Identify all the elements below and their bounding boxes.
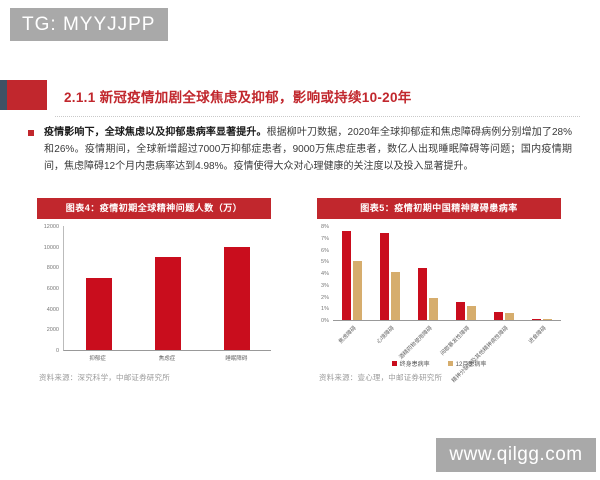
y-tick-label: 4000 bbox=[46, 306, 59, 313]
figure-5-title: 图表5：疫情初期中国精神障碍患病率 bbox=[317, 198, 561, 219]
y-tick-label: 5% bbox=[321, 259, 329, 266]
figure-4-source: 资料来源：深究科学，中邮证券研究所 bbox=[39, 373, 170, 382]
title-divider bbox=[55, 116, 580, 117]
bar-抑郁症 bbox=[85, 277, 112, 350]
figure-4-title: 图表4：疫情初期全球精神问题人数（万） bbox=[37, 198, 271, 219]
figure-4-x-axis-labels: 抑郁症 焦虑症 睡眠障碍 bbox=[63, 351, 271, 362]
figure-4-plot-area bbox=[63, 226, 271, 351]
x-axis-label: 精神分裂症及其他精神病性障碍 bbox=[450, 325, 510, 385]
y-tick-label: 10000 bbox=[43, 244, 59, 251]
legend-swatch-icon bbox=[391, 361, 397, 366]
y-tick-label: 2000 bbox=[46, 327, 59, 334]
y-tick-label: 7% bbox=[321, 235, 329, 242]
figure-5-x-axis-labels: 焦虑障碍 心境障碍 酒精药物使用障碍 间歇暴发性障碍 精神分裂症及其他精神病性障碍 进食障… bbox=[333, 321, 561, 385]
x-axis-label: 焦虑障碍 bbox=[337, 325, 358, 346]
top-watermark: TG: MYYJJPP bbox=[10, 8, 168, 41]
bar-group bbox=[380, 226, 400, 320]
figure-5-legend: 终身患病率 12月患病率 bbox=[317, 359, 561, 368]
x-axis-label: 进食障碍 bbox=[527, 325, 548, 346]
y-tick-label: 6% bbox=[321, 247, 329, 254]
y-tick-label: 3% bbox=[321, 282, 329, 289]
figure-4-y-axis: 0 2000 4000 6000 8000 10000 12000 bbox=[37, 224, 63, 354]
bar-终身患病率 bbox=[418, 268, 427, 320]
y-tick-label: 8% bbox=[321, 224, 329, 230]
bar-终身患病率 bbox=[494, 311, 503, 320]
bar-12月患病率 bbox=[505, 312, 514, 320]
y-tick-label: 2% bbox=[321, 294, 329, 301]
x-axis-label: 焦虑症 bbox=[158, 356, 176, 362]
x-axis-label: 睡眠障碍 bbox=[225, 356, 248, 362]
bar-group bbox=[418, 226, 438, 320]
figure-4-chart: 0 2000 4000 6000 8000 10000 12000 bbox=[37, 224, 271, 354]
bullet-square-icon bbox=[28, 130, 34, 136]
figure-5-y-axis: 0% 1% 2% 3% 4% 5% 6% 7% 8% bbox=[317, 224, 333, 324]
body-regular-text: 根据柳叶刀数据，2020年全球抑郁症和焦虑障碍病例分别增加了28%和26%。疫情… bbox=[44, 127, 572, 172]
bottom-watermark: www.qilgg.com bbox=[436, 438, 596, 472]
y-tick-label: 12000 bbox=[43, 224, 59, 230]
legend-swatch-icon bbox=[447, 361, 453, 366]
body-paragraph: 疫情影响下，全球焦虑以及抑郁患病率显著提升。根据柳叶刀数据，2020年全球抑郁症… bbox=[44, 124, 572, 175]
bar-12月患病率 bbox=[353, 261, 362, 320]
bar-终身患病率 bbox=[342, 230, 351, 320]
y-tick-label: 0% bbox=[321, 318, 329, 324]
y-tick-label: 4% bbox=[321, 271, 329, 277]
legend-item: 12月患病率 bbox=[447, 359, 486, 368]
y-tick-label: 0 bbox=[55, 348, 59, 354]
page-title: 2.1.1 新冠疫情加剧全球焦虑及抑郁，影响或持续10-20年 bbox=[64, 90, 412, 105]
bar-焦虑症 bbox=[154, 257, 181, 350]
title-accent-marker-red bbox=[7, 80, 47, 110]
x-axis-label: 抑郁症 bbox=[89, 356, 106, 362]
figure-5-source: 资料来源：壹心理，中邮证券研究所 bbox=[319, 373, 443, 382]
title-accent-marker bbox=[0, 80, 47, 110]
body-bold-lead: 疫情影响下，全球焦虑以及抑郁患病率显著提升。 bbox=[44, 127, 267, 138]
y-tick-label: 8000 bbox=[46, 265, 59, 272]
bar-group bbox=[456, 226, 476, 320]
bar-睡眠障碍 bbox=[223, 246, 250, 350]
figure-5-panel: 图表5：疫情初期中国精神障碍患病率 0% 1% 2% 3% 4% 5% 6% 7% 8% 焦虑障… bbox=[317, 198, 561, 390]
figure-4-panel: 图表4：疫情初期全球精神问题人数（万） 0 2000 4000 6000 8000 100… bbox=[37, 198, 271, 390]
bar-终身患病率 bbox=[456, 302, 465, 320]
bar-group bbox=[342, 226, 362, 320]
bar-终身患病率 bbox=[380, 233, 389, 320]
bar-12月患病率 bbox=[429, 297, 438, 320]
figure-5-chart: 0% 1% 2% 3% 4% 5% 6% 7% 8% bbox=[317, 224, 561, 324]
legend-item: 终身患病率 bbox=[391, 359, 430, 368]
y-tick-label: 6000 bbox=[46, 286, 59, 292]
figure-5-plot-area bbox=[333, 226, 561, 321]
bar-group bbox=[532, 226, 552, 320]
bar-group bbox=[494, 226, 514, 320]
bar-12月患病率 bbox=[543, 318, 552, 320]
bar-终身患病率 bbox=[532, 318, 541, 320]
y-tick-label: 1% bbox=[321, 306, 329, 313]
bar-12月患病率 bbox=[467, 305, 476, 320]
bar-12月患病率 bbox=[391, 271, 400, 320]
